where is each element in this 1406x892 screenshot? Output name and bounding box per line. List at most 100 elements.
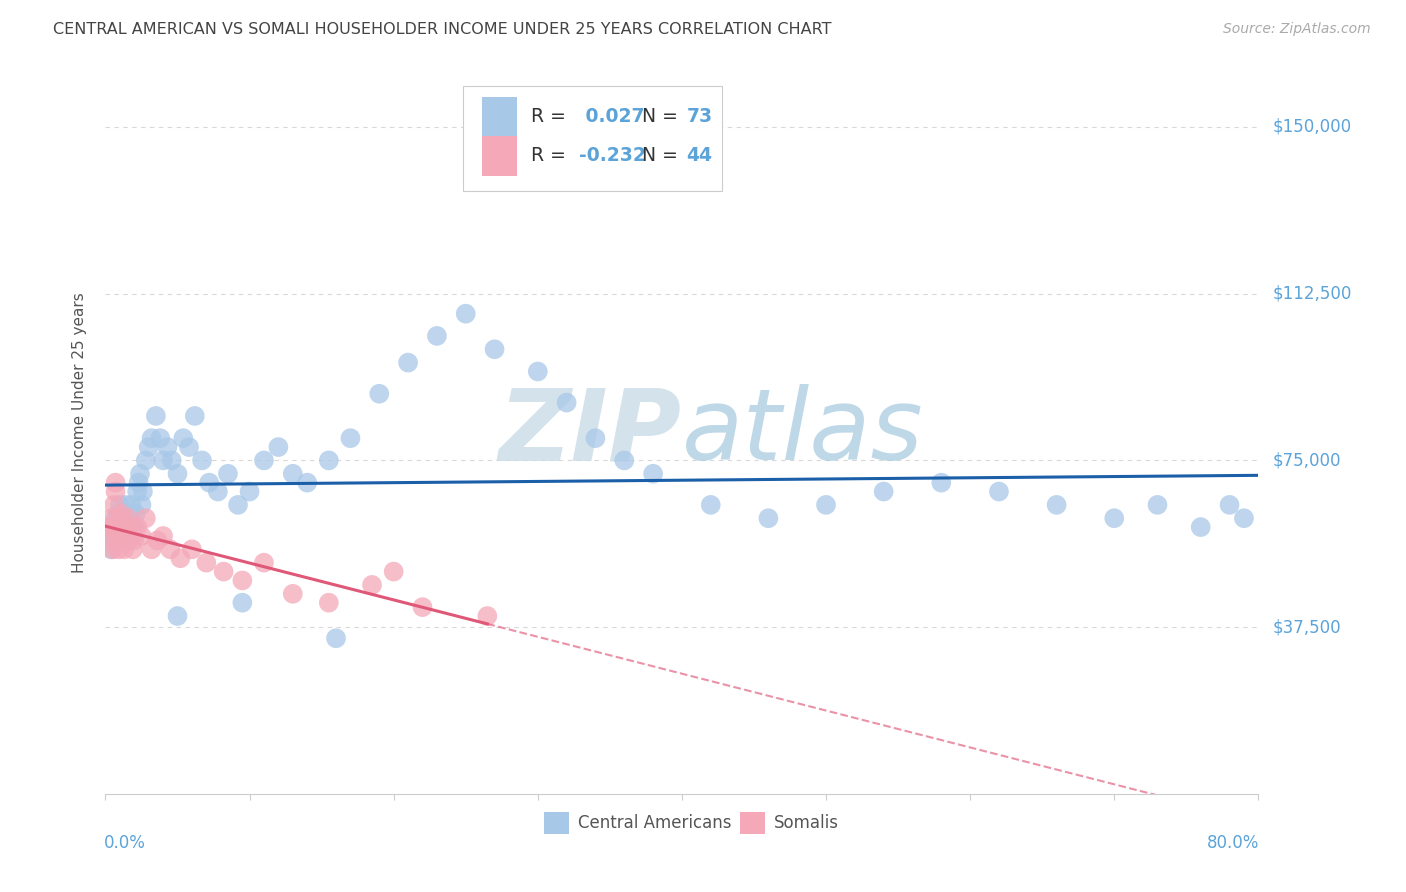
Point [120, 520, 142, 534]
Point [114, 520, 136, 534]
Point [160, 453, 183, 467]
Point [124, 520, 146, 534]
Point [426, 329, 449, 343]
Text: 73: 73 [686, 107, 713, 127]
Point [361, 578, 384, 592]
Point [396, 355, 419, 369]
Point [132, 484, 155, 499]
Point [103, 529, 125, 543]
Point [931, 475, 953, 490]
Point [382, 565, 405, 579]
Text: CENTRAL AMERICAN VS SOMALI HOUSEHOLDER INCOME UNDER 25 YEARS CORRELATION CHART: CENTRAL AMERICAN VS SOMALI HOUSEHOLDER I… [53, 22, 832, 37]
Point [207, 484, 229, 499]
Point [117, 511, 139, 525]
Point [120, 498, 142, 512]
Point [267, 440, 290, 454]
Point [111, 529, 134, 543]
Point [141, 542, 163, 557]
Point [105, 520, 128, 534]
Point [115, 520, 138, 534]
Point [281, 467, 304, 481]
Point [172, 431, 194, 445]
Point [112, 529, 135, 543]
Point [226, 498, 249, 512]
Text: R =: R = [531, 107, 565, 127]
Point [117, 533, 139, 548]
Point [100, 542, 122, 557]
Text: $112,500: $112,500 [1272, 285, 1351, 302]
Point [411, 600, 433, 615]
Point [104, 484, 127, 499]
Point [152, 529, 174, 543]
Point [281, 587, 304, 601]
Point [484, 343, 506, 357]
Point [477, 609, 499, 624]
Point [146, 533, 169, 548]
Point [1102, 511, 1125, 525]
Point [135, 511, 157, 525]
Y-axis label: Householder Income Under 25 years: Householder Income Under 25 years [72, 293, 87, 573]
Point [131, 498, 153, 512]
Point [177, 440, 200, 454]
Point [104, 511, 127, 525]
Text: atlas: atlas [682, 384, 924, 481]
Point [135, 453, 157, 467]
Point [149, 431, 172, 445]
Point [643, 467, 665, 481]
Point [101, 533, 124, 548]
Text: $150,000: $150,000 [1272, 118, 1351, 136]
Point [141, 431, 163, 445]
Point [191, 453, 214, 467]
Text: Somalis: Somalis [775, 814, 839, 831]
Point [101, 542, 124, 557]
Point [198, 475, 221, 490]
Text: 44: 44 [686, 146, 713, 165]
Point [325, 632, 347, 646]
Point [253, 453, 276, 467]
Point [118, 529, 141, 543]
Point [231, 574, 253, 588]
Point [368, 386, 391, 401]
Point [1233, 511, 1256, 525]
Text: 80.0%: 80.0% [1208, 834, 1260, 852]
Point [115, 533, 138, 548]
Point [613, 453, 636, 467]
Point [125, 507, 148, 521]
Point [195, 556, 218, 570]
Point [555, 395, 578, 409]
Point [110, 520, 132, 534]
Point [127, 520, 149, 534]
Point [145, 409, 167, 423]
Point [127, 484, 149, 499]
Point [124, 533, 146, 548]
Point [98, 520, 121, 534]
Point [873, 484, 896, 499]
Point [110, 511, 132, 525]
FancyBboxPatch shape [482, 97, 517, 136]
Point [112, 542, 135, 557]
FancyBboxPatch shape [740, 812, 765, 834]
Point [1146, 498, 1168, 512]
Point [1219, 498, 1241, 512]
Text: Central Americans: Central Americans [578, 814, 731, 831]
FancyBboxPatch shape [463, 86, 723, 191]
Point [758, 511, 780, 525]
Point [121, 529, 143, 543]
Point [988, 484, 1011, 499]
Point [107, 507, 129, 521]
Point [169, 551, 191, 566]
Point [110, 507, 132, 521]
Point [121, 542, 143, 557]
Point [98, 520, 121, 534]
Point [101, 533, 124, 548]
Point [103, 498, 125, 512]
Point [114, 498, 136, 512]
Point [108, 533, 131, 548]
Point [100, 511, 122, 525]
Point [131, 529, 153, 543]
Point [231, 596, 253, 610]
Point [108, 498, 131, 512]
Point [318, 453, 340, 467]
Point [217, 467, 239, 481]
Point [166, 609, 188, 624]
